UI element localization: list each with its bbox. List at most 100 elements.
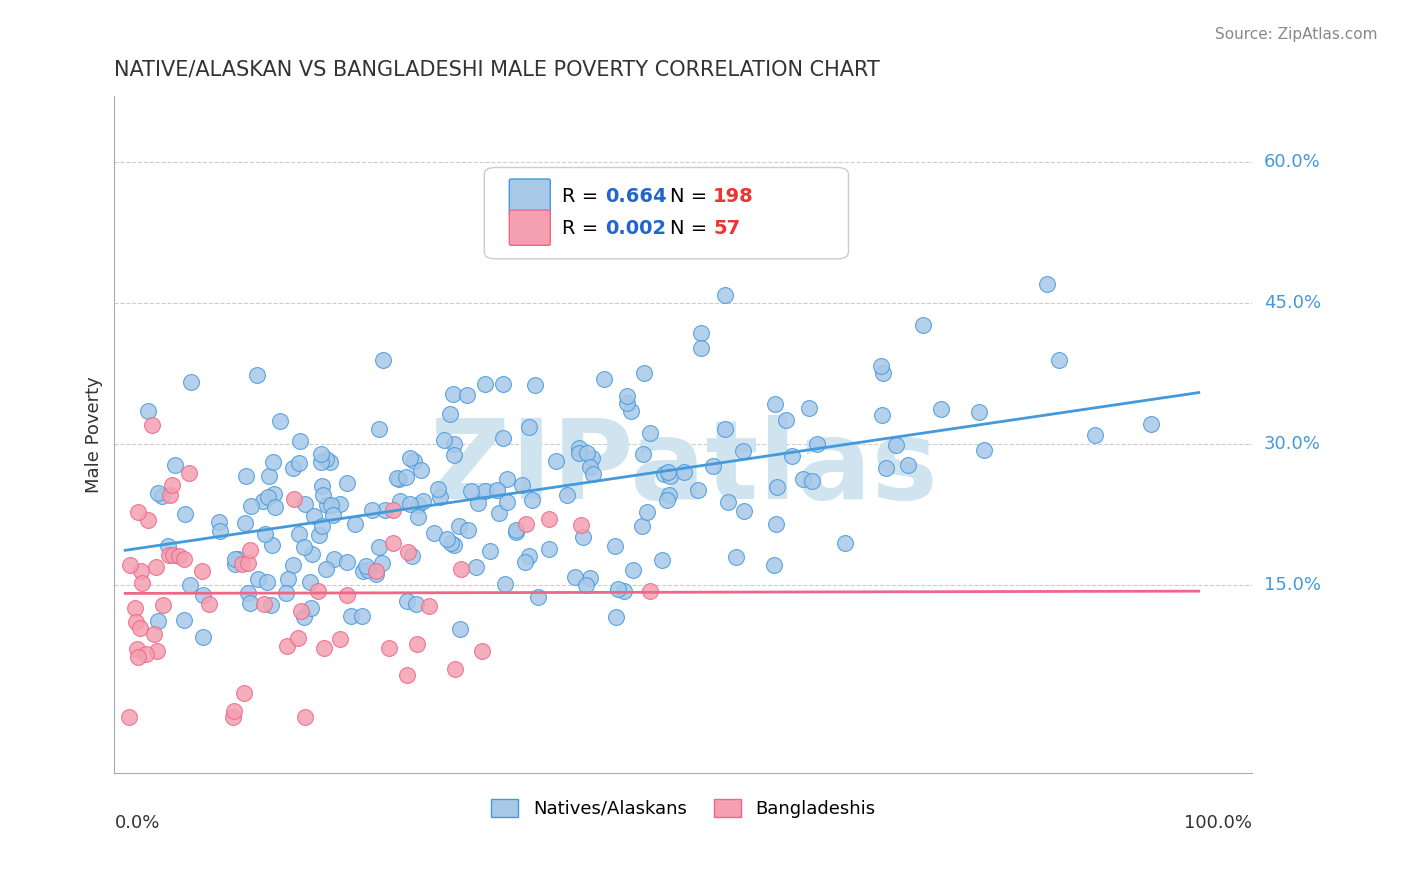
Point bbox=[572, 530, 595, 544]
Point bbox=[159, 488, 181, 502]
Point bbox=[439, 407, 461, 421]
Point bbox=[492, 432, 515, 446]
Point bbox=[967, 404, 990, 418]
Point bbox=[538, 512, 561, 526]
Point bbox=[544, 454, 567, 468]
Point bbox=[281, 558, 304, 572]
Text: 57: 57 bbox=[713, 219, 740, 238]
Point bbox=[142, 626, 165, 640]
Point bbox=[231, 557, 253, 571]
Point bbox=[440, 536, 463, 550]
Point bbox=[510, 477, 533, 491]
Point bbox=[603, 539, 626, 553]
Point bbox=[651, 553, 673, 567]
Point bbox=[193, 630, 215, 644]
Point bbox=[290, 604, 312, 618]
Point bbox=[396, 545, 419, 559]
Point bbox=[406, 498, 429, 512]
Text: 0.664: 0.664 bbox=[605, 187, 666, 206]
Point bbox=[385, 471, 408, 485]
Point bbox=[224, 557, 246, 571]
Point bbox=[256, 490, 278, 504]
Point bbox=[315, 498, 337, 512]
Point bbox=[138, 513, 160, 527]
Point bbox=[658, 488, 681, 502]
Point bbox=[364, 566, 387, 581]
Point bbox=[366, 565, 388, 579]
Point bbox=[224, 704, 246, 718]
Point bbox=[492, 376, 515, 391]
Point bbox=[399, 497, 422, 511]
Point bbox=[638, 584, 661, 599]
Point bbox=[443, 538, 465, 552]
Text: Source: ZipAtlas.com: Source: ZipAtlas.com bbox=[1215, 27, 1378, 42]
Point bbox=[262, 455, 284, 469]
Point bbox=[173, 613, 195, 627]
Point bbox=[382, 536, 405, 550]
Point bbox=[239, 542, 262, 557]
Point bbox=[321, 498, 343, 512]
Point bbox=[156, 539, 179, 553]
Point bbox=[423, 525, 446, 540]
Point bbox=[495, 472, 517, 486]
Point bbox=[253, 527, 276, 541]
Point bbox=[253, 597, 276, 611]
Point bbox=[260, 537, 283, 551]
Point bbox=[870, 359, 893, 374]
Point bbox=[287, 631, 309, 645]
Point bbox=[633, 367, 655, 381]
Point bbox=[323, 552, 346, 566]
Point bbox=[395, 594, 418, 608]
Point bbox=[834, 535, 856, 549]
Point bbox=[208, 524, 231, 538]
Point bbox=[436, 532, 458, 546]
Text: N =: N = bbox=[669, 219, 713, 238]
Point bbox=[486, 483, 509, 497]
Point bbox=[806, 437, 828, 451]
Point bbox=[621, 563, 644, 577]
Point bbox=[582, 467, 605, 481]
Point bbox=[257, 469, 280, 483]
Point bbox=[131, 576, 153, 591]
FancyBboxPatch shape bbox=[509, 211, 550, 245]
Point bbox=[340, 608, 363, 623]
Point bbox=[315, 562, 337, 576]
Point bbox=[260, 598, 283, 612]
Point bbox=[450, 562, 472, 576]
Point bbox=[160, 478, 183, 492]
Point bbox=[208, 515, 231, 529]
Point bbox=[568, 446, 591, 460]
Point bbox=[897, 458, 920, 472]
Point bbox=[127, 650, 149, 665]
Point bbox=[762, 558, 785, 573]
Point bbox=[233, 516, 256, 531]
Point bbox=[274, 586, 297, 600]
Point bbox=[579, 571, 602, 585]
Point bbox=[505, 523, 527, 537]
Text: 0.002: 0.002 bbox=[605, 219, 666, 238]
Text: 0.0%: 0.0% bbox=[114, 814, 160, 832]
Point bbox=[731, 443, 754, 458]
Point bbox=[299, 600, 322, 615]
Point bbox=[409, 463, 432, 477]
Legend: Natives/Alaskans, Bangladeshis: Natives/Alaskans, Bangladeshis bbox=[484, 791, 883, 825]
Point bbox=[505, 524, 527, 539]
Point bbox=[433, 433, 456, 447]
Point bbox=[228, 551, 250, 566]
Point bbox=[336, 588, 359, 602]
Text: 60.0%: 60.0% bbox=[1264, 153, 1320, 171]
Text: 30.0%: 30.0% bbox=[1264, 435, 1320, 453]
Point bbox=[224, 551, 246, 566]
Text: R =: R = bbox=[561, 219, 605, 238]
Point bbox=[302, 508, 325, 523]
Point bbox=[319, 454, 342, 468]
Point bbox=[352, 564, 374, 578]
Point bbox=[717, 495, 740, 509]
Point bbox=[763, 397, 786, 411]
Point bbox=[401, 549, 423, 564]
Point bbox=[689, 341, 711, 355]
Point bbox=[312, 488, 335, 502]
Point bbox=[173, 551, 195, 566]
Point bbox=[344, 517, 367, 532]
Point bbox=[733, 503, 755, 517]
